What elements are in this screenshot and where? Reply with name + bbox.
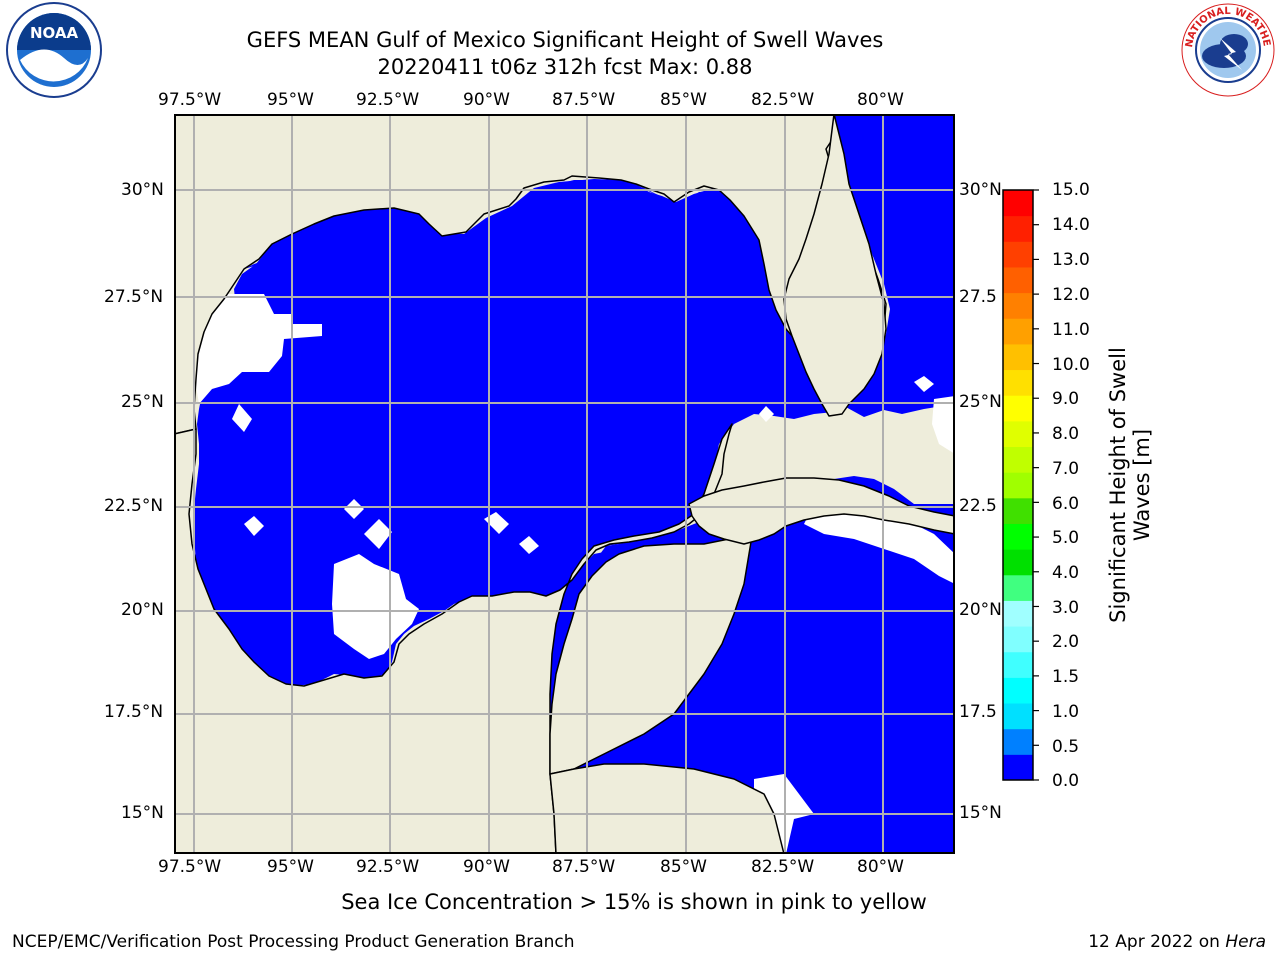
map-title: GEFS MEAN Gulf of Mexico Significant Hei… <box>246 28 884 52</box>
lon-label-bottom: 90°W <box>463 857 510 877</box>
colorbar-frame <box>1002 189 1034 781</box>
lat-label-right: 30°N <box>959 180 1002 200</box>
colorbar-segment <box>1003 677 1033 704</box>
colorbar-segment <box>1003 395 1033 422</box>
mexico-coast <box>174 423 733 854</box>
national-weather-service-logo-icon: NATIONAL WEATHER SERVICE <box>1174 0 1278 100</box>
lon-label-top: 92.5°W <box>356 90 420 110</box>
noaa-logo-text: NOAA <box>30 24 79 42</box>
map-subtitle: 20220411 t06z 312h fcst Max: 0.88 <box>377 55 753 79</box>
lat-label-right: 20°N <box>959 600 1002 620</box>
colorbar-label-line2: Waves [m] <box>1130 428 1154 542</box>
florida-peninsula <box>783 114 887 417</box>
lat-label-right: 25°N <box>959 392 1002 412</box>
colorbar-segment <box>1003 318 1033 345</box>
colorbar-segment <box>1003 754 1033 781</box>
lat-label-right: 17.5 <box>959 702 997 722</box>
lon-label-top: 90°W <box>463 90 510 110</box>
colorbar-tick-label: 15.0 <box>1052 180 1090 200</box>
colorbar-tick-label: 13.0 <box>1052 250 1090 270</box>
colorbar-segment <box>1003 266 1033 294</box>
colorbar-tick-label: 8.0 <box>1052 424 1080 444</box>
lat-label-right: 15°N <box>959 803 1002 823</box>
colorbar-tick-label: 1.0 <box>1052 702 1080 722</box>
colorbar-segment <box>1003 728 1033 755</box>
lon-label-bottom: 80°W <box>857 857 904 877</box>
lon-label-bottom: 87.5°W <box>552 857 616 877</box>
colorbar-segment <box>1003 600 1033 627</box>
colorbar-segment <box>1003 292 1033 319</box>
colorbar-tick-label: 11.0 <box>1052 320 1090 340</box>
colorbar-segment <box>1003 703 1033 730</box>
graticule <box>174 114 955 854</box>
colorbar <box>1002 189 1039 781</box>
colorbar-segment <box>1003 472 1033 499</box>
cuba <box>688 477 955 545</box>
lat-label-right: 27.5 <box>959 287 997 307</box>
lon-label-bottom: 95°W <box>267 857 314 877</box>
lon-label-bottom: 92.5°W <box>356 857 420 877</box>
colorbar-segment <box>1003 241 1033 268</box>
colorbar-tick-label: 0.5 <box>1052 737 1080 757</box>
lat-label-left: 27.5°N <box>104 287 164 307</box>
central-america <box>549 763 785 854</box>
colorbar-tick-label: 9.0 <box>1052 389 1080 409</box>
colorbar-segment <box>1003 523 1033 550</box>
gulf-of-mexico-map <box>174 114 955 854</box>
colorbar-segment <box>1003 651 1033 678</box>
lon-label-bottom: 97.5°W <box>158 857 222 877</box>
lon-label-top: 85°W <box>660 90 707 110</box>
colorbar-tick-label: 10.0 <box>1052 355 1090 375</box>
colorbar-segment <box>1003 574 1033 601</box>
colorbar-segment <box>1003 190 1033 217</box>
colorbar-segment <box>1003 215 1033 242</box>
colorbar-segment <box>1003 446 1033 473</box>
footer-date: 12 Apr 2022 on Hera <box>1088 932 1266 952</box>
map-frame <box>174 114 955 854</box>
colorbar-tick-label: 6.0 <box>1052 494 1080 514</box>
colorbar-tick-label: 2.0 <box>1052 632 1080 652</box>
noaa-logo-icon: NOAA <box>4 0 104 100</box>
lat-label-left: 20°N <box>121 600 164 620</box>
colorbar-segment <box>1003 369 1033 396</box>
colorbar-tick-label: 3.0 <box>1052 598 1080 618</box>
colorbar-label-line1: Significant Height of Swell <box>1106 347 1130 623</box>
coastlines <box>174 114 955 854</box>
colorbar-segment <box>1003 549 1033 576</box>
colorbar-tick-label: 0.0 <box>1052 771 1080 791</box>
lon-label-bottom: 85°W <box>660 857 707 877</box>
lon-label-top: 87.5°W <box>552 90 616 110</box>
lat-label-left: 15°N <box>121 803 164 823</box>
colorbar-tick-label: 7.0 <box>1052 459 1080 479</box>
colorbar-tick-label: 5.0 <box>1052 528 1080 548</box>
colorbar-tick-label: 14.0 <box>1052 215 1090 235</box>
lat-label-left: 22.5°N <box>104 496 164 516</box>
footer-credit: NCEP/EMC/Verification Post Processing Pr… <box>12 932 575 952</box>
lat-label-right: 22.5 <box>959 496 997 516</box>
lon-label-top: 80°W <box>857 90 904 110</box>
colorbar-segment <box>1003 343 1033 371</box>
colorbar-tick-label: 4.0 <box>1052 563 1080 583</box>
lon-label-top: 82.5°W <box>751 90 815 110</box>
lon-label-bottom: 82.5°W <box>751 857 815 877</box>
colorbar-segment <box>1003 497 1033 524</box>
lat-label-left: 17.5°N <box>104 702 164 722</box>
lat-label-left: 30°N <box>121 180 164 200</box>
colorbar-segment <box>1003 626 1033 653</box>
colorbar-segment <box>1003 420 1033 448</box>
lon-label-top: 97.5°W <box>158 90 222 110</box>
colorbar-tick-label: 1.5 <box>1052 667 1080 687</box>
lat-label-left: 25°N <box>121 392 164 412</box>
lon-label-top: 95°W <box>267 90 314 110</box>
colorbar-tick-label: 12.0 <box>1052 285 1090 305</box>
sea-ice-note: Sea Ice Concentration > 15% is shown in … <box>341 890 927 914</box>
